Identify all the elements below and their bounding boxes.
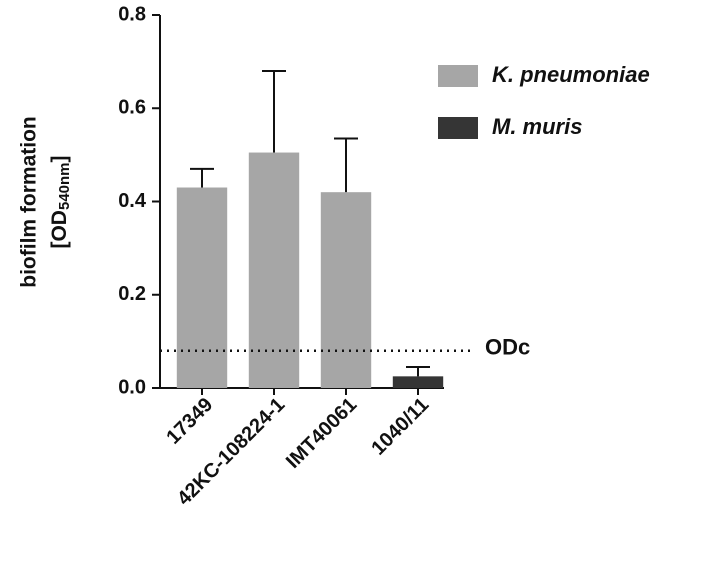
bar bbox=[392, 376, 444, 388]
error-bar bbox=[262, 69, 286, 153]
y-tick-label: 0.2 bbox=[118, 283, 146, 305]
error-bar bbox=[406, 366, 430, 377]
error-bar bbox=[190, 167, 214, 188]
threshold-label: ODc bbox=[485, 335, 530, 360]
bar bbox=[320, 192, 372, 388]
y-axis-label: biofilm formation bbox=[18, 116, 41, 288]
legend-label: M. muris bbox=[492, 114, 582, 139]
y-tick-label: 0.8 bbox=[118, 3, 146, 25]
y-label-part: ] bbox=[48, 155, 71, 162]
y-tick-label: 0.0 bbox=[118, 376, 146, 398]
y-label-part: [OD bbox=[48, 210, 71, 249]
legend-swatch bbox=[438, 117, 478, 139]
y-label-sub: 540nm bbox=[56, 162, 73, 210]
y-tick-label: 0.4 bbox=[118, 190, 147, 212]
bar bbox=[248, 152, 300, 388]
legend-swatch bbox=[438, 65, 478, 87]
bar bbox=[176, 187, 228, 388]
y-axis-label: [OD540nm] bbox=[48, 155, 73, 248]
error-bar bbox=[334, 137, 358, 193]
y-tick-label: 0.6 bbox=[118, 97, 146, 119]
x-tick-label: 17349 bbox=[162, 394, 217, 449]
legend-label: K. pneumoniae bbox=[492, 62, 650, 87]
x-tick-label: IMT40061 bbox=[282, 394, 361, 473]
x-tick-label: 1040/11 bbox=[367, 394, 433, 460]
